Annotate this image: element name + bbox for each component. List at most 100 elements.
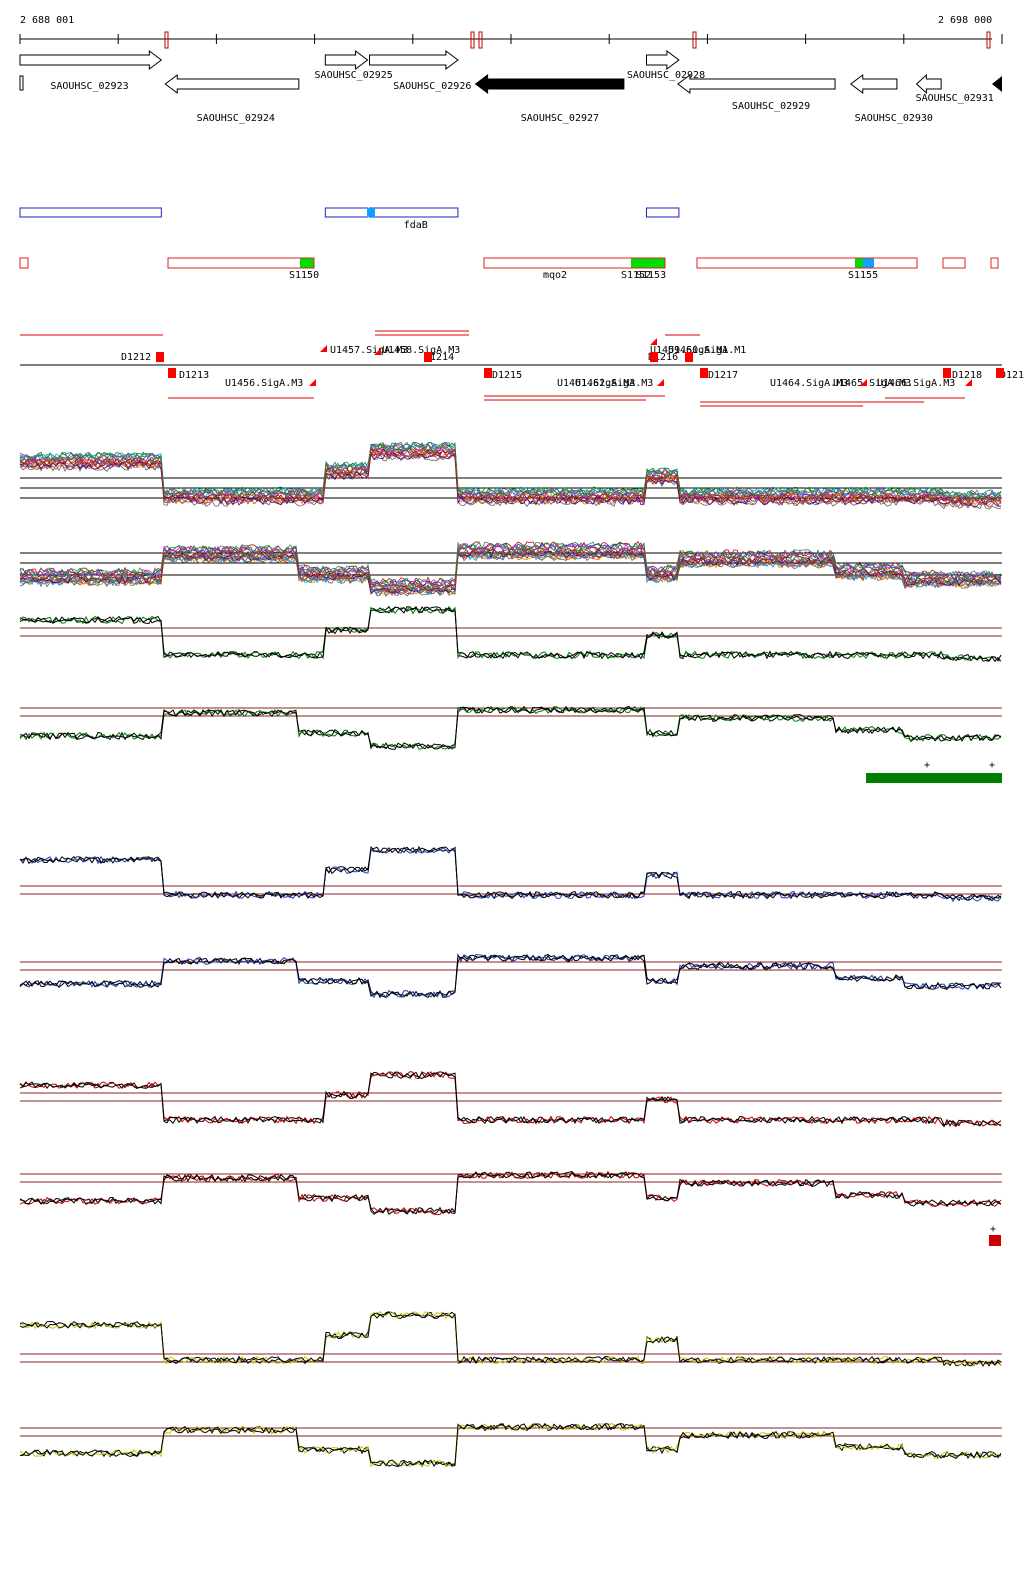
- condition-line: [19, 442, 1002, 499]
- segment-box: [156, 352, 164, 362]
- condition-line: [19, 952, 1002, 999]
- s1153-green-box: [631, 258, 665, 268]
- condition-line: [19, 545, 1002, 591]
- condition-line: [19, 451, 1002, 508]
- ruler-mark: [164, 31, 169, 49]
- segment-label: D1212: [121, 352, 151, 363]
- segment-label: U1461.SigA.M3: [557, 378, 635, 389]
- red-feature[interactable]: [483, 257, 666, 269]
- ruler-mark: [470, 31, 475, 49]
- gene-arrow[interactable]: [849, 74, 898, 94]
- segment-flag: [320, 345, 327, 352]
- segment-label: U1464.SigA.M3: [770, 378, 848, 389]
- ruler: 2 688 001 2 698 000: [19, 15, 1003, 49]
- gene-arrow[interactable]: [19, 50, 163, 70]
- reference-line: [19, 606, 1002, 662]
- condition-line: [19, 443, 1002, 499]
- blue-feature[interactable]: [369, 207, 459, 218]
- red-box: [989, 1235, 1001, 1246]
- gene-arrow[interactable]: [369, 50, 459, 70]
- segment-flag: [965, 379, 972, 386]
- segment-label: U1462.SigA.M3: [575, 378, 653, 389]
- segment-label: D1219: [1000, 370, 1024, 381]
- segment-label: U1457.SigA.M3: [330, 345, 408, 356]
- reference-line: [19, 706, 1002, 750]
- segment-label: U1466.SigA.M3: [877, 378, 955, 389]
- green-plus-marker: +: [924, 760, 930, 771]
- segment-label: U1465.SigA.M3: [833, 378, 911, 389]
- expression-tracks: [19, 441, 1002, 1468]
- condition-line: [19, 605, 1002, 662]
- blue-feature[interactable]: [645, 207, 680, 218]
- gene-label: SAOUHSC_02927: [521, 113, 599, 124]
- gene-fragment: [19, 75, 24, 91]
- segment-box: [685, 352, 693, 362]
- red-feature[interactable]: [19, 257, 29, 269]
- segment-label: U1460.SigA.M1: [668, 345, 746, 356]
- ruler-end-label: 2 698 000: [938, 15, 992, 26]
- segment-label: D1214: [424, 352, 454, 363]
- condition-line: [19, 1170, 1002, 1215]
- reference-line: [19, 705, 1002, 750]
- segment-box: [484, 368, 492, 378]
- ruler-mark: [986, 31, 991, 49]
- gene-label: SAOUHSC_02930: [855, 113, 933, 124]
- gene-track: SAOUHSC_02923SAOUHSC_02924SAOUHSC_02925S…: [19, 50, 1002, 124]
- reference-line: [19, 845, 1002, 902]
- condition-line: [19, 445, 1002, 503]
- green-bar: [866, 773, 1002, 783]
- gene-arrow[interactable]: [677, 74, 836, 94]
- gene-arrow[interactable]: [164, 74, 300, 94]
- gene-arrow[interactable]: [324, 50, 369, 70]
- segment-flag: [657, 379, 664, 386]
- reference-line: [19, 1071, 1002, 1127]
- segment-flag: [860, 379, 867, 386]
- red-feature[interactable]: [696, 257, 918, 269]
- gene-label: SAOUHSC_02924: [197, 113, 275, 124]
- ruler-ticks: [19, 31, 1003, 49]
- gene-label: SAOUHSC_02929: [732, 101, 810, 112]
- red-marker: +: [989, 1224, 1001, 1246]
- red-plus-marker: +: [990, 1224, 996, 1235]
- condition-line: [19, 547, 1002, 593]
- segment-label: D1216: [648, 352, 678, 363]
- segment-box: [700, 368, 708, 378]
- blue-feature-label: fdaB: [404, 220, 428, 231]
- s1155-green-box: [855, 258, 863, 268]
- condition-line: [19, 551, 1002, 598]
- red-feature[interactable]: [167, 257, 315, 269]
- segment-label: U1456.SigA.M3: [225, 378, 303, 389]
- condition-line: [19, 705, 1002, 750]
- segment-box: [943, 368, 951, 378]
- green-plus-marker-end: +: [989, 760, 995, 771]
- gene-label: SAOUHSC_02928: [627, 70, 705, 81]
- gene-arrow[interactable]: [474, 74, 625, 94]
- ruler-mark: [478, 31, 483, 49]
- segment-flag: [309, 379, 316, 386]
- blue-feature-track: fdaB: [19, 207, 680, 231]
- red-feature[interactable]: [942, 257, 966, 269]
- reference-line: [19, 1171, 1002, 1215]
- blue-feature[interactable]: [19, 207, 162, 218]
- gene-arrow[interactable]: [645, 50, 680, 70]
- red-feature-label: S1150: [289, 270, 319, 281]
- red-feature-label: S1155: [848, 270, 878, 281]
- condition-line: [19, 1071, 1002, 1128]
- reference-line: [19, 845, 1002, 902]
- ruler-start-label: 2 688 001: [20, 15, 74, 26]
- gene-label: SAOUHSC_02923: [50, 81, 128, 92]
- gene-label: SAOUHSC_02931: [916, 93, 994, 104]
- reference-line: [19, 1311, 1002, 1367]
- condition-line: [19, 451, 1002, 508]
- red-feature-label: S1152: [621, 270, 651, 281]
- segment-label: D1217: [708, 370, 738, 381]
- blue-feature[interactable]: [324, 207, 369, 218]
- gene-fragment: [992, 76, 1002, 92]
- red-feature-label: S1153: [636, 270, 666, 281]
- gene-arrow[interactable]: [915, 73, 942, 95]
- segment-flag: [650, 338, 657, 345]
- reference-line: [19, 1423, 1002, 1467]
- red-feature[interactable]: [990, 257, 999, 269]
- condition-line: [19, 1422, 1002, 1468]
